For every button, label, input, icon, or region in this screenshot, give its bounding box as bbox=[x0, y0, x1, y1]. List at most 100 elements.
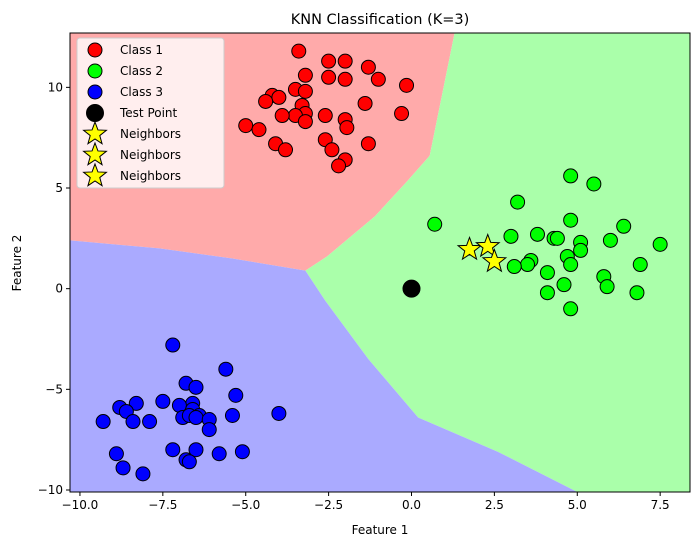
chart-title: KNN Classification (K=3) bbox=[291, 12, 470, 28]
class-2-point bbox=[573, 242, 589, 258]
class-3-point bbox=[188, 442, 204, 458]
y-tick-label: −5 bbox=[45, 382, 63, 396]
class-2-point bbox=[539, 285, 555, 301]
legend-label: Test Point bbox=[119, 106, 178, 120]
legend-label: Class 1 bbox=[120, 43, 163, 57]
class-3-point bbox=[128, 395, 144, 411]
class-3-point bbox=[234, 444, 250, 460]
plot-frame bbox=[69, 32, 691, 493]
class-1-point bbox=[324, 142, 340, 158]
class-1-point bbox=[278, 142, 294, 158]
class-1-point bbox=[360, 136, 376, 152]
class-2-point bbox=[427, 216, 443, 232]
class-1-point bbox=[238, 118, 254, 134]
legend: Class 1 Class 2 Class 3 Test Point Neighbors… bbox=[76, 37, 225, 189]
x-tick-label: 0.0 bbox=[402, 498, 421, 512]
class-1-point bbox=[291, 43, 307, 59]
scatter-points bbox=[95, 43, 668, 482]
class-2-point bbox=[510, 194, 526, 210]
x-tick-label: −10.0 bbox=[62, 498, 99, 512]
y-axis: −10 −5 0 5 10 bbox=[38, 80, 70, 497]
class-2-point bbox=[556, 277, 572, 293]
class-2-point bbox=[549, 230, 565, 246]
class-1-point bbox=[331, 158, 347, 174]
class-3-point bbox=[95, 414, 111, 430]
class-3-point bbox=[165, 337, 181, 353]
class-1-point bbox=[360, 59, 376, 75]
legend-marker-class-3 bbox=[87, 84, 103, 100]
class-1-point bbox=[339, 120, 355, 136]
x-tick-label: −5.0 bbox=[231, 498, 260, 512]
class-1-point bbox=[399, 77, 415, 93]
class-3-point bbox=[271, 405, 287, 421]
x-tick-label: −7.5 bbox=[148, 498, 177, 512]
class-1-point bbox=[297, 67, 313, 83]
neighbor-star-point bbox=[481, 248, 508, 273]
class-2-point bbox=[616, 218, 632, 234]
legend-marker-test-point bbox=[86, 104, 104, 122]
legend-marker-star bbox=[82, 120, 108, 145]
class-1-point bbox=[274, 108, 290, 124]
y-tick-label: −10 bbox=[38, 483, 63, 497]
class-2-point bbox=[563, 301, 579, 317]
class-1-point bbox=[251, 122, 267, 138]
legend-marker-class-2 bbox=[87, 63, 103, 79]
class-2-point bbox=[563, 257, 579, 273]
class-1-point bbox=[258, 93, 274, 109]
class-3-point bbox=[224, 408, 240, 423]
class-2-point bbox=[652, 236, 668, 252]
legend-marker-class-1 bbox=[87, 42, 103, 58]
neighbor-star-point bbox=[474, 232, 501, 258]
class-1-point bbox=[317, 108, 333, 124]
class-3-point bbox=[211, 446, 227, 462]
class-2-point bbox=[520, 257, 536, 273]
legend-label: Class 3 bbox=[120, 85, 163, 99]
class-2-point bbox=[506, 259, 522, 275]
class-2-point bbox=[529, 226, 545, 242]
class-2-point bbox=[629, 285, 645, 301]
class-1-point bbox=[321, 69, 337, 85]
class-2-point bbox=[539, 265, 555, 281]
y-tick-label: 10 bbox=[48, 80, 63, 94]
class-3-point bbox=[125, 414, 141, 430]
class-1-point bbox=[394, 106, 410, 122]
class-2-point bbox=[599, 279, 615, 295]
legend-label: Neighbors bbox=[120, 169, 181, 183]
class-3-point bbox=[108, 446, 124, 462]
class-3-point bbox=[155, 393, 171, 409]
class-2-point bbox=[602, 232, 618, 248]
class-1-point bbox=[297, 114, 313, 130]
x-tick-label: 7.5 bbox=[651, 498, 670, 512]
y-tick-label: 0 bbox=[55, 282, 63, 296]
class-3-point bbox=[115, 460, 131, 476]
class-1-point bbox=[271, 89, 287, 105]
class-2-point bbox=[563, 212, 579, 228]
legend-box bbox=[76, 37, 225, 189]
class-3-point bbox=[165, 442, 181, 458]
class-1-point bbox=[337, 71, 353, 87]
class-3-point bbox=[142, 414, 158, 430]
class-2-point bbox=[503, 228, 519, 244]
y-axis-label: Feature 2 bbox=[10, 235, 24, 292]
legend-label: Neighbors bbox=[120, 148, 181, 162]
class-2-point bbox=[586, 176, 602, 192]
class-3-point bbox=[218, 361, 234, 377]
neighbor-star-point bbox=[456, 235, 483, 261]
test-point-point bbox=[402, 279, 421, 298]
class-3-point bbox=[201, 422, 217, 438]
class-3-point bbox=[188, 379, 204, 395]
class-1-point bbox=[337, 53, 353, 69]
x-tick-label: 5.0 bbox=[568, 498, 587, 512]
class-3-point bbox=[188, 410, 204, 426]
y-tick-label: 5 bbox=[55, 181, 63, 195]
x-axis: −10.0 −7.5 −5.0 −2.5 0.0 2.5 5.0 7.5 bbox=[62, 492, 670, 512]
class-1-point bbox=[370, 71, 386, 87]
region-3 bbox=[70, 240, 578, 492]
x-tick-label: −2.5 bbox=[314, 498, 343, 512]
class-2-point bbox=[563, 168, 579, 184]
class-1-point bbox=[297, 83, 313, 99]
legend-label: Neighbors bbox=[120, 127, 181, 141]
legend-marker-star bbox=[82, 162, 108, 187]
class-3-point bbox=[135, 466, 151, 482]
